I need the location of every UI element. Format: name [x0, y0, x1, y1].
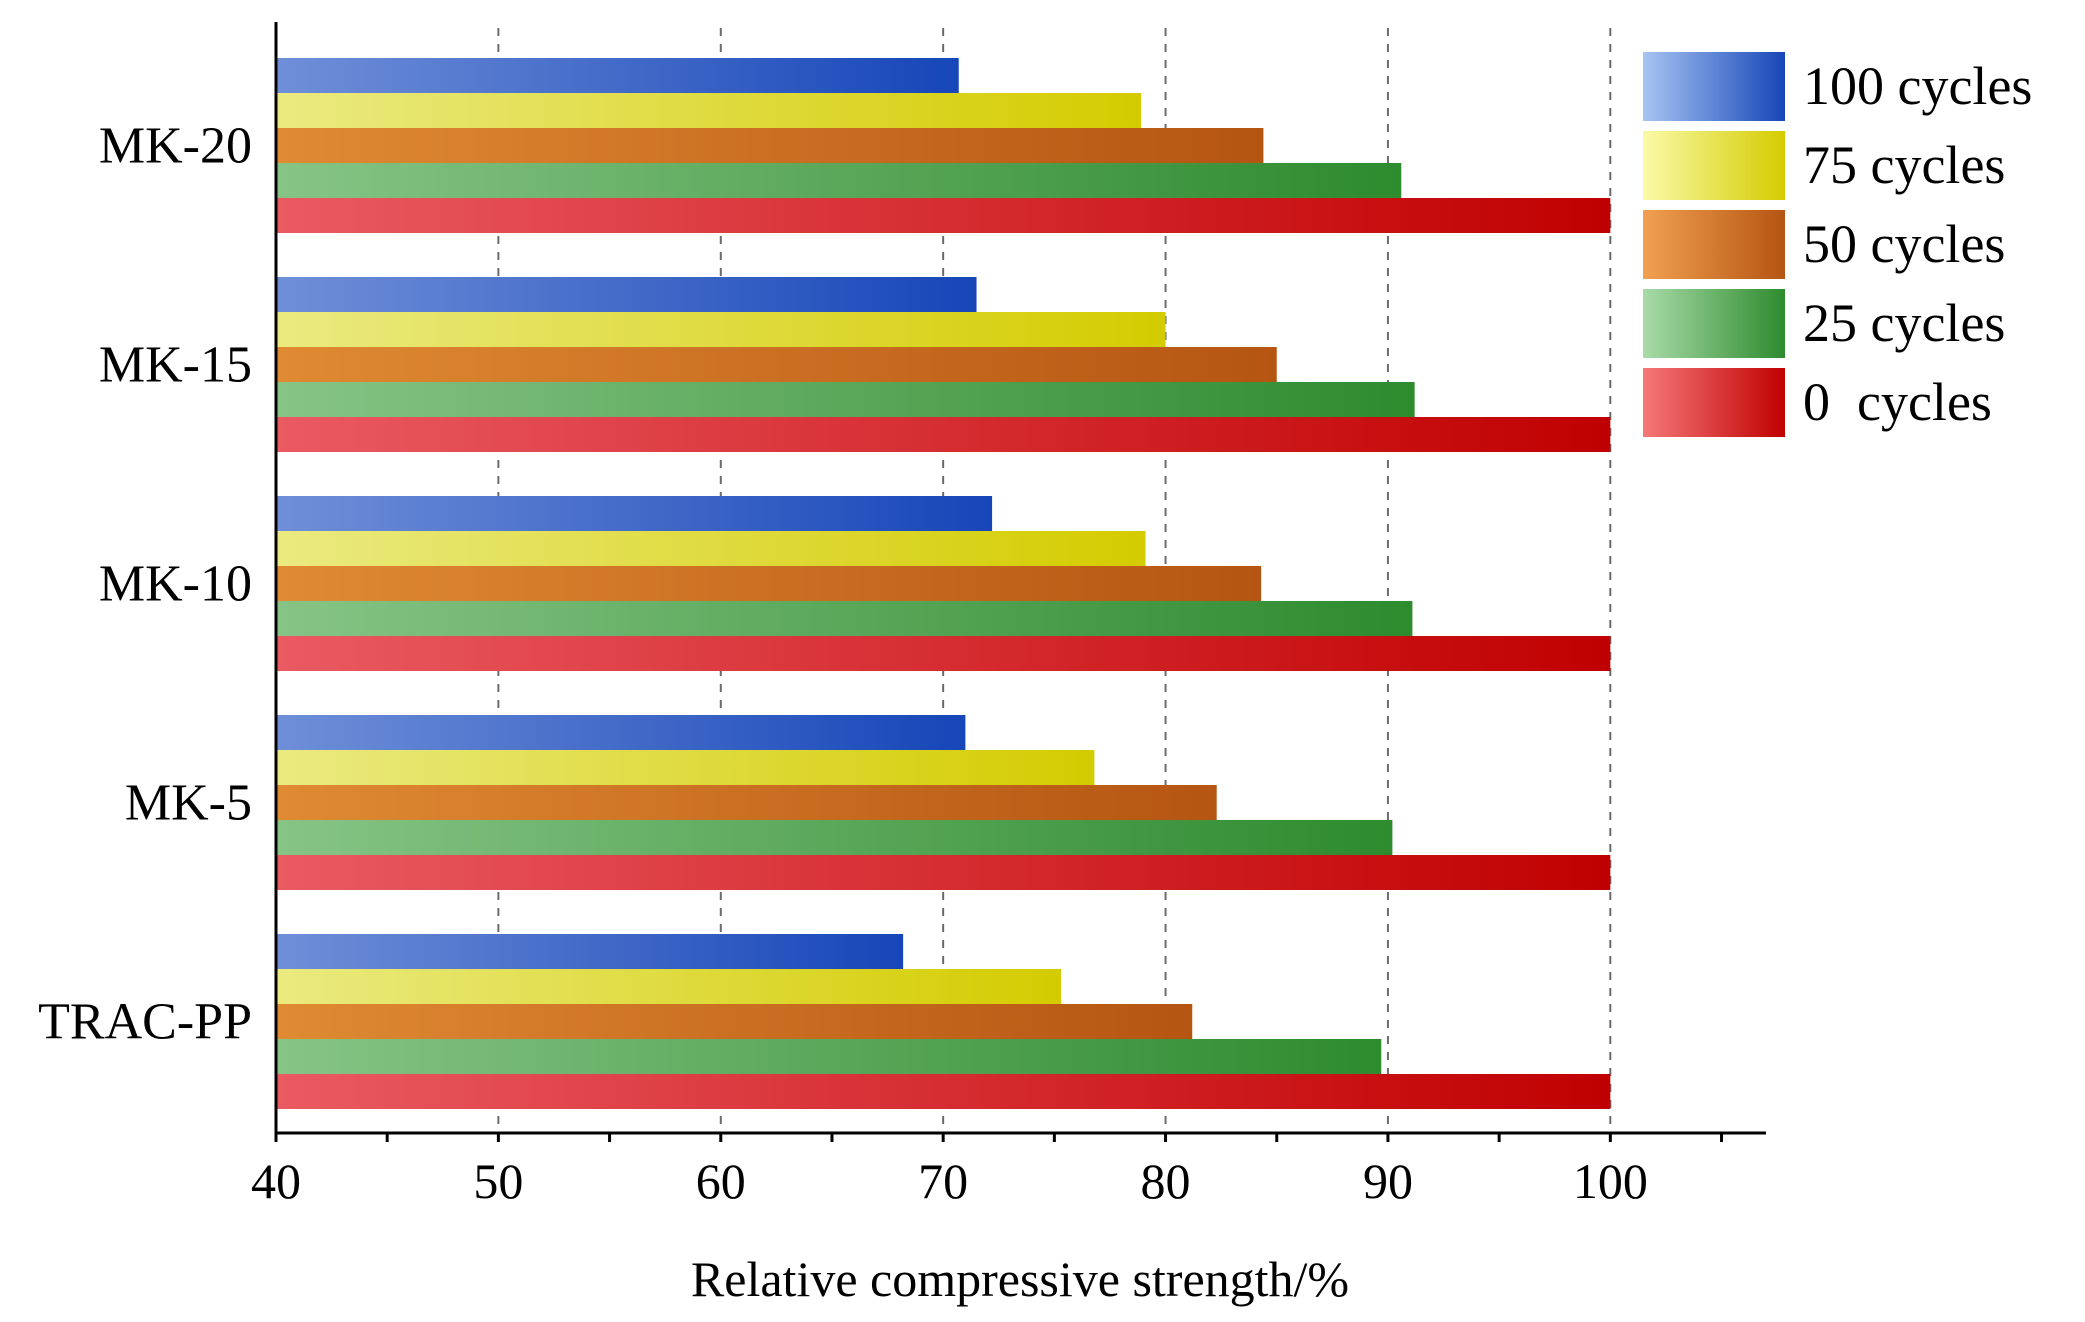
x-tick-label-60: 60 [696, 1153, 746, 1209]
bar-mk-20-25-cycles [276, 163, 1402, 198]
legend-label-75-cycles: 75 cycles [1803, 135, 2005, 195]
bar-mk-20-0-cycles [276, 198, 1611, 233]
x-tick-label-80: 80 [1141, 1153, 1191, 1209]
category-label-mk-5: MK-5 [125, 775, 252, 832]
bar-mk-5-25-cycles [276, 820, 1393, 855]
bar-mk-15-25-cycles [276, 382, 1415, 417]
bar-mk-10-75-cycles [276, 531, 1146, 566]
legend-swatch-0-cycles [1643, 368, 1785, 437]
axis-labels: 40 50 60 70 80 90 100 MK-20 MK-15 MK-10 MK-5 TRAC-P… [38, 118, 1648, 1210]
x-tick-label-70: 70 [918, 1153, 968, 1209]
bar-mk-10-50-cycles [276, 566, 1262, 601]
bar-trac-pp-25-cycles [276, 1039, 1382, 1074]
legend-swatch-100-cycles [1643, 52, 1785, 121]
axes [274, 22, 1766, 1142]
legend: 100 cycles 75 cycles 50 cycles 25 cycles 0 c… [1643, 52, 2032, 437]
bar-mk-20-50-cycles [276, 128, 1264, 163]
bar-mk-10-100-cycles [276, 496, 993, 531]
legend-label-100-cycles: 100 cycles [1803, 56, 2032, 116]
bar-trac-pp-50-cycles [276, 1004, 1193, 1039]
bar-trac-pp-100-cycles [276, 934, 904, 969]
x-tick-label-90: 90 [1363, 1153, 1413, 1209]
bar-mk-15-75-cycles [276, 312, 1166, 347]
bar-mk-15-100-cycles [276, 277, 977, 312]
category-label-trac-pp: TRAC-PP [38, 994, 252, 1051]
legend-swatch-25-cycles [1643, 289, 1785, 358]
bar-mk-10-25-cycles [276, 601, 1413, 636]
bars [276, 58, 1611, 1109]
bar-mk-15-50-cycles [276, 347, 1277, 382]
x-tick-label-50: 50 [473, 1153, 523, 1209]
legend-swatch-50-cycles [1643, 210, 1785, 279]
bar-mk-5-0-cycles [276, 855, 1611, 890]
bar-mk-20-100-cycles [276, 58, 959, 93]
bar-mk-5-100-cycles [276, 715, 966, 750]
x-tick-label-100: 100 [1573, 1153, 1648, 1209]
x-axis-title: Relative compressive strength/% [691, 1251, 1349, 1307]
bar-trac-pp-0-cycles [276, 1074, 1611, 1109]
legend-swatch-75-cycles [1643, 131, 1785, 200]
bar-mk-20-75-cycles [276, 93, 1142, 128]
category-label-mk-15: MK-15 [99, 337, 252, 394]
x-tick-label-40: 40 [251, 1153, 301, 1209]
category-label-mk-20: MK-20 [99, 118, 252, 175]
legend-label-25-cycles: 25 cycles [1803, 293, 2005, 353]
legend-label-0-cycles: 0 cycles [1803, 372, 1992, 432]
legend-label-50-cycles: 50 cycles [1803, 214, 2005, 274]
bar-trac-pp-75-cycles [276, 969, 1062, 1004]
category-label-mk-10: MK-10 [99, 556, 252, 613]
bar-mk-5-75-cycles [276, 750, 1095, 785]
bar-mk-5-50-cycles [276, 785, 1217, 820]
bar-mk-10-0-cycles [276, 636, 1611, 671]
bar-mk-15-0-cycles [276, 417, 1611, 452]
